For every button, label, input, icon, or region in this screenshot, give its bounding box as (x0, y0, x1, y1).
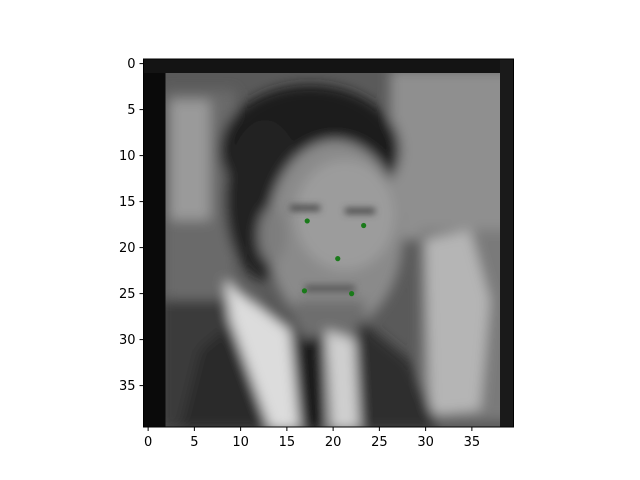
image-border-left (143, 59, 166, 427)
x-tick-label: 0 (144, 435, 152, 450)
landmark-point (304, 218, 310, 224)
x-tick-label: 5 (190, 435, 198, 450)
axes-frame (143, 58, 514, 428)
y-tick-label: 5 (127, 103, 135, 118)
y-tick-label: 0 (127, 57, 135, 72)
landmark-point (301, 288, 308, 294)
y-tick-label: 20 (119, 241, 136, 256)
image-plot (143, 59, 514, 427)
x-tick-label: 35 (464, 435, 481, 450)
landmark-point (335, 256, 341, 262)
y-tick-label: 35 (119, 379, 136, 394)
x-axis: 0 5 10 15 20 25 30 35 (144, 427, 480, 450)
x-tick-label: 25 (371, 435, 388, 450)
y-tick-label: 15 (119, 195, 136, 210)
x-tick-label: 20 (325, 435, 342, 450)
y-tick-label: 30 (119, 333, 136, 348)
y-tick-label: 10 (119, 149, 136, 164)
x-tick-label: 30 (417, 435, 434, 450)
x-tick-label: 10 (232, 435, 249, 450)
y-axis: 0 5 10 15 20 25 30 35 (119, 57, 144, 394)
landmark-point (361, 222, 367, 229)
image-border-right (500, 59, 514, 427)
points-layer (301, 218, 367, 297)
landmark-point (349, 291, 355, 297)
x-tick-label: 15 (279, 435, 296, 450)
image-border-top (143, 59, 514, 73)
y-tick-label: 25 (119, 287, 136, 302)
